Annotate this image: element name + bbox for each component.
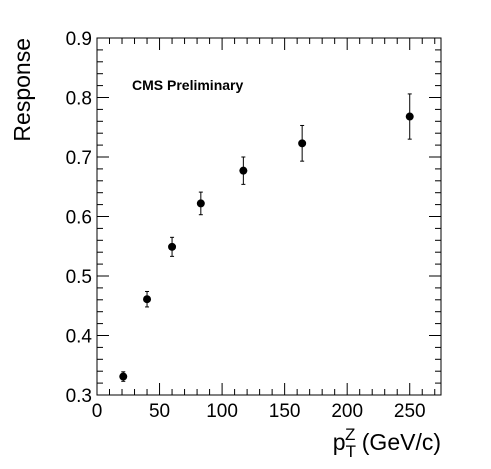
cms-preliminary-label: CMS Preliminary (132, 77, 243, 93)
data-point (196, 199, 205, 208)
y-tick-label: 0.8 (66, 89, 92, 110)
x-tick-label: 100 (206, 401, 238, 422)
y-tick-label: 0.4 (66, 327, 93, 348)
data-point (119, 372, 128, 381)
y-axis-title: Response (9, 38, 35, 142)
y-tick-label: 0.3 (66, 386, 92, 407)
data-point (405, 112, 414, 121)
data-point (143, 295, 152, 304)
tick-labels: 0 50 100 150 200 250 0.3 0.4 0.5 0.6 0.7 0.8 0.9 (66, 29, 426, 422)
x-axis-title-unit: (GeV/c) (355, 429, 441, 455)
data-point (239, 166, 248, 175)
x-tick-label: 0 (92, 401, 103, 422)
y-tick-label: 0.7 (66, 148, 92, 169)
x-axis-title-superscript: Z (345, 425, 355, 444)
data-points (119, 93, 414, 382)
data-point (168, 242, 177, 251)
x-axis-title: pTZ (GeV/c) (333, 425, 441, 461)
axis-ticks (96, 37, 441, 396)
x-axis-title-subscript: T (346, 442, 356, 461)
data-point (298, 139, 307, 148)
y-tick-label: 0.9 (66, 29, 92, 50)
x-tick-label: 250 (394, 401, 426, 422)
x-tick-label: 50 (149, 401, 170, 422)
y-tick-label: 0.6 (66, 208, 92, 229)
x-tick-label: 200 (331, 401, 363, 422)
x-tick-label: 150 (269, 401, 301, 422)
y-tick-label: 0.5 (66, 267, 92, 288)
x-axis-title-base: p (333, 429, 346, 455)
